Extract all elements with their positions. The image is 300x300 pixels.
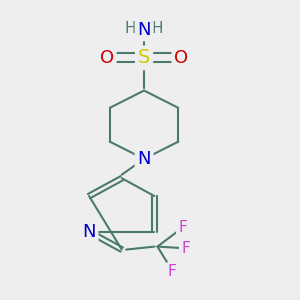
Text: N: N: [82, 223, 96, 241]
Text: F: F: [178, 220, 187, 235]
Text: O: O: [100, 49, 114, 67]
Text: F: F: [168, 264, 177, 279]
Text: S: S: [138, 48, 150, 68]
Text: H: H: [152, 21, 163, 36]
Text: F: F: [181, 241, 190, 256]
Text: O: O: [174, 49, 188, 67]
Text: N: N: [137, 150, 151, 168]
Text: N: N: [137, 21, 151, 39]
Text: H: H: [125, 21, 136, 36]
